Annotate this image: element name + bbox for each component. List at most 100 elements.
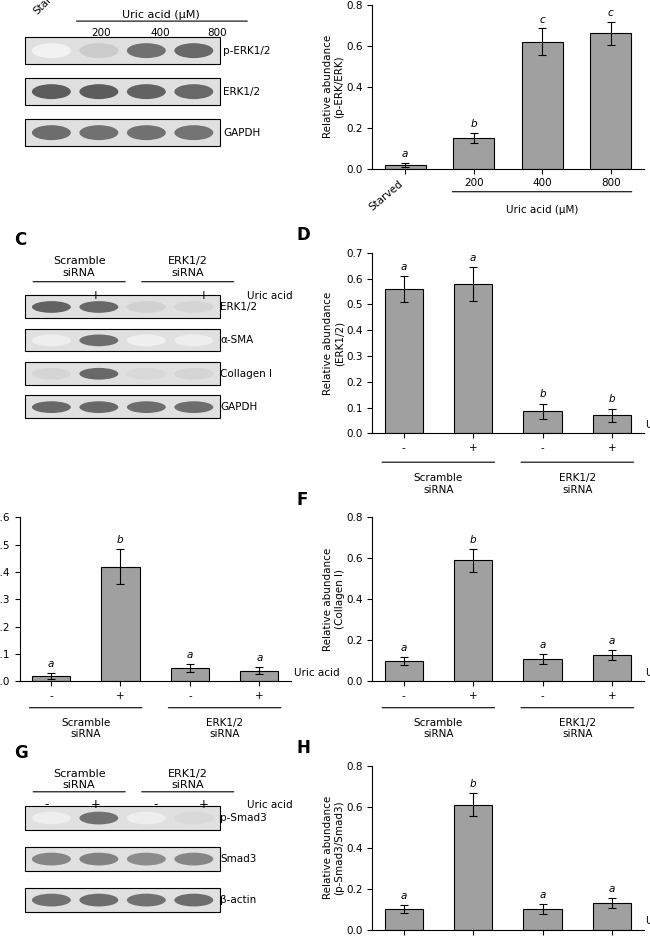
Text: c: c [608,8,614,19]
Bar [453,138,494,169]
Ellipse shape [174,811,213,824]
Bar [593,903,631,930]
Ellipse shape [174,301,213,313]
Bar [171,668,209,682]
Ellipse shape [127,43,166,58]
Bar [590,34,631,169]
Ellipse shape [174,43,213,58]
Text: b: b [470,535,476,545]
Text: H: H [296,739,310,758]
Ellipse shape [79,811,118,824]
Y-axis label: Relative abundance
(Collagen I): Relative abundance (Collagen I) [323,547,345,651]
Text: ERK1/2
siRNA: ERK1/2 siRNA [559,473,596,495]
Ellipse shape [79,301,118,313]
Text: Scramble
siRNA: Scramble siRNA [414,717,463,739]
FancyBboxPatch shape [25,329,220,351]
Text: GAPDH: GAPDH [223,128,260,138]
Ellipse shape [174,853,213,866]
Ellipse shape [79,85,118,100]
Bar [385,909,422,930]
Ellipse shape [79,43,118,58]
Text: b: b [470,779,476,789]
Text: -: - [44,798,49,811]
Text: b: b [540,389,546,399]
Text: a: a [470,253,476,263]
Bar [523,659,562,682]
Ellipse shape [79,401,118,413]
Text: -: - [153,289,157,302]
Bar [101,566,140,682]
Ellipse shape [127,853,166,866]
Bar [593,654,631,682]
Bar [385,661,422,682]
Text: Uric acid: Uric acid [294,669,339,678]
FancyBboxPatch shape [25,37,220,64]
Bar [521,41,563,169]
Bar [454,805,492,930]
Ellipse shape [32,301,71,313]
FancyBboxPatch shape [25,887,220,912]
Text: 200: 200 [91,27,111,38]
Text: p-Smad3: p-Smad3 [220,813,267,824]
Y-axis label: Relative abundance
(p-Smad3/Smad3): Relative abundance (p-Smad3/Smad3) [323,796,345,900]
Text: A: A [14,0,27,2]
Ellipse shape [32,125,71,140]
Bar [523,909,562,930]
Text: Uric acid: Uric acid [248,800,293,810]
Ellipse shape [79,334,118,346]
FancyBboxPatch shape [25,847,220,870]
Text: α-SMA: α-SMA [220,335,254,346]
Text: Scramble
siRNA: Scramble siRNA [414,473,463,495]
Ellipse shape [32,334,71,346]
Ellipse shape [32,811,71,824]
Bar [523,411,562,433]
FancyBboxPatch shape [25,118,220,146]
Ellipse shape [32,401,71,413]
Text: b: b [117,534,124,545]
Ellipse shape [32,853,71,866]
Text: Uric acid: Uric acid [646,669,650,678]
Ellipse shape [32,368,71,379]
Text: a: a [540,890,546,900]
Text: ERK1/2
siRNA: ERK1/2 siRNA [206,717,243,739]
Bar [593,415,631,433]
Ellipse shape [174,368,213,379]
FancyBboxPatch shape [25,295,220,317]
Text: C: C [14,231,26,249]
Bar [454,561,492,682]
Ellipse shape [32,43,71,58]
Ellipse shape [32,894,71,906]
Text: Uric acid: Uric acid [646,420,650,430]
FancyBboxPatch shape [25,395,220,418]
Ellipse shape [79,368,118,379]
Ellipse shape [174,334,213,346]
Ellipse shape [127,334,166,346]
Bar [385,289,422,433]
Ellipse shape [79,853,118,866]
Text: D: D [296,225,310,244]
Text: b: b [609,394,616,405]
Text: F: F [296,491,307,509]
Ellipse shape [174,125,213,140]
Ellipse shape [174,894,213,906]
Text: a: a [400,891,407,901]
Text: Scramble
siRNA: Scramble siRNA [53,256,105,278]
Text: p-ERK1/2: p-ERK1/2 [223,46,270,55]
Text: a: a [609,636,616,646]
Text: +: + [199,289,209,302]
Text: Uric acid (μM): Uric acid (μM) [122,9,200,20]
Text: Starved: Starved [31,0,67,16]
Text: Smad3: Smad3 [220,854,257,864]
Bar [32,676,70,682]
Text: ERK1/2: ERK1/2 [223,86,260,97]
FancyBboxPatch shape [25,78,220,105]
Ellipse shape [174,401,213,413]
Text: a: a [256,654,263,663]
Text: ERK1/2
siRNA: ERK1/2 siRNA [559,717,596,739]
Text: c: c [540,15,545,24]
Text: Collagen I: Collagen I [220,369,272,378]
Text: b: b [471,119,477,130]
FancyBboxPatch shape [25,362,220,385]
Y-axis label: Relative abundance
(ERK1/2): Relative abundance (ERK1/2) [323,291,345,394]
Text: -: - [44,289,49,302]
